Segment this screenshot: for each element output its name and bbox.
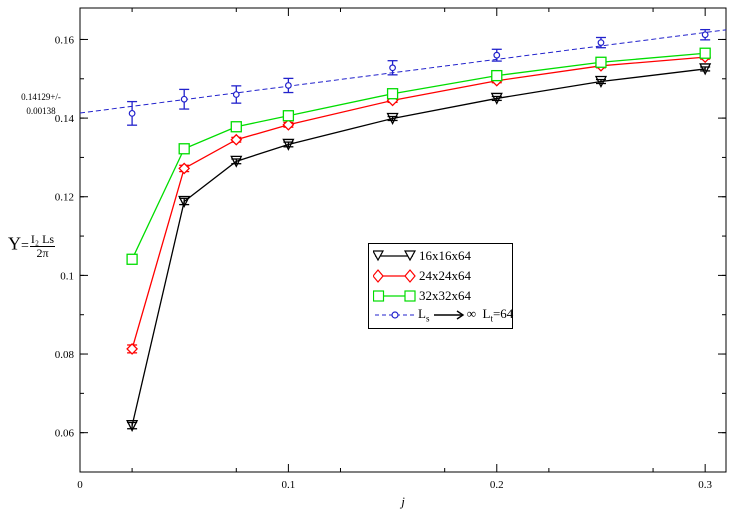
series-2-line [131,56,706,350]
legend-label-24: 24x24x64 [419,268,471,283]
series-4-point [284,82,292,89]
series-2-point [282,118,295,131]
series-1-line [131,68,706,426]
legend-lt-sub: t [490,313,493,324]
ylabel-numerator: I₂ Ls [29,232,56,247]
legend: 16x16x64 24x24x64 32x32x64 Ls ∞ Lt=64 [368,243,513,329]
y-axis-label: Υ= I₂ Ls 2π [8,232,56,260]
x-tick-label: 0.1 [282,479,296,491]
ylabel-symbol: Υ [8,233,21,254]
series-3-point [386,88,399,100]
series-3-point [699,47,711,59]
legend-swatch-extrapolated [375,311,415,319]
series-4-point [128,109,136,117]
x-tick-label: 0.3 [698,479,712,491]
series-4-point [597,39,605,47]
ylabel-fraction: I₂ Ls 2π [29,232,56,260]
intercept-error: 0.00138 [26,106,56,116]
infinity-icon: ∞ [466,306,476,321]
series-4-point [180,95,188,103]
series-2-point [126,343,139,355]
y-tick-label: 0.08 [55,349,75,361]
series-3-point [178,143,190,155]
legend-swatch-16 [373,250,417,262]
legend-label-extrapolated: Ls ∞ Lt=64 [418,306,513,324]
x-tick-label: 0.2 [490,479,504,491]
plot-frame [79,7,727,473]
series-3-point [491,69,503,82]
series-3-point [282,110,295,122]
legend-label-16: 16x16x64 [419,248,471,263]
series-4-point [232,91,240,98]
series-3-point [595,56,607,68]
x-tick-label: 0 [77,479,83,491]
series-2-point [230,133,243,146]
series-1-point [282,138,295,151]
x-axis-label: j [399,494,405,509]
y-tick-label: 0.06 [55,428,75,440]
series-3-point [230,121,242,133]
legend-ls: L [418,306,426,321]
series-4-point [493,51,501,59]
series-1-point [699,63,712,76]
legend-ls-sub: s [425,313,430,324]
series-3-point [126,253,138,265]
ylabel-denominator: 2π [36,246,49,260]
series-3-line [131,52,706,260]
series-1-point [126,419,139,433]
series-1-point [230,155,243,168]
ylabel-equals: = [21,238,29,254]
legend-swatch-32 [373,290,416,302]
series-1-point [386,112,399,125]
y-tick-label: 0.1 [60,270,74,282]
legend-item-24: 24x24x64 [369,267,512,285]
intercept-annotation: 0.14129+/- 0.00138 [10,90,72,118]
series-1-point [594,75,608,88]
legend-label-32: 32x32x64 [419,288,471,303]
intercept-value: 0.14129+/- [21,92,61,102]
legend-item-32: 32x32x64 [369,287,512,305]
legend-item-extrapolated: Ls ∞ Lt=64 [369,306,513,324]
y-tick-label: 0.12 [55,192,74,204]
y-tick-label: 0.14 [55,113,75,125]
y-tick-label: 0.16 [55,34,75,46]
legend-lt: L [482,306,491,321]
series-4-fit-line [79,29,727,114]
series-1-point [490,92,503,105]
arrow-right-icon [433,310,464,320]
series-2-point [178,162,191,175]
series-1-point [178,195,191,208]
legend-swatch-24 [373,269,416,283]
legend-item-16: 16x16x64 [369,247,512,265]
series-4-point [701,31,709,39]
plot-layer: 0 0.1 0.2 0.3 0.06 0.08 0.1 0.12 0.14 0.16 j [55,7,727,509]
series-4-point [389,64,396,72]
legend-lt-value: =64 [492,306,514,321]
